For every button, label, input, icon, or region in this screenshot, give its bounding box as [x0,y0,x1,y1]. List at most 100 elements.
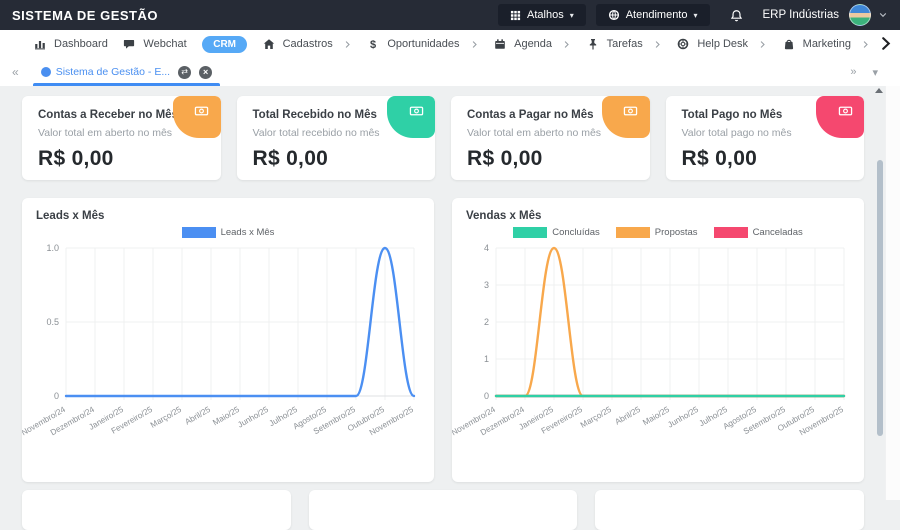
pin-icon [587,38,599,50]
kpi-card-contas-a-pagar-no-mês: Contas a Pagar no Mês Valor total em aber… [451,96,650,180]
card-stub [22,490,291,530]
legend-item-concludas[interactable]: Concluídas [513,227,600,238]
kpi-title: Total Recebido no Mês [252,109,377,121]
chart-legend: Concluídas Propostas Canceladas [466,227,850,238]
content-scrollbar-thumb[interactable] [877,160,883,436]
topbar-actions: Atalhos ▾ Atendimento ▾ ERP Indústrias [488,4,888,26]
scroll-up-arrow-icon[interactable] [875,88,883,93]
kpi-card-contas-a-receber-no-mês: Contas a Receber no Mês Valor total em ab… [22,96,221,180]
legend-label: Propostas [654,227,698,238]
kpi-subtitle: Valor total recebido no mês [252,127,380,139]
kpi-value: R$ 0,00 [252,147,329,170]
kpi-subtitle: Valor total pago no mês [681,127,792,139]
svg-text:$: $ [370,39,376,50]
kpi-badge [387,96,435,138]
svg-text:Junho/25: Junho/25 [666,405,700,430]
menu-item-label: Webchat [143,38,187,50]
chat-icon [123,38,135,50]
kpi-value: R$ 0,00 [38,147,114,170]
notifications-bell-icon[interactable] [730,9,743,22]
chevron-down-icon: ▾ [693,10,698,20]
menu-item-cadastros[interactable]: Cadastros [263,38,352,50]
chevron-right-icon [861,40,870,49]
chevron-down-icon: ▾ [569,10,574,20]
chart-title: Leads x Mês [36,210,105,222]
bottom-row [22,490,865,530]
user-name: ERP Indústrias [762,9,840,21]
tab-close-icon[interactable]: × [199,65,213,79]
svg-text:1.0: 1.0 [46,243,59,253]
legend-swatch [181,227,216,238]
page-scrollbar-track[interactable] [885,86,900,500]
chevron-right-icon [653,40,662,49]
kpi-card-total-recebido-no-mês: Total Recebido no Mês Valor total recebid… [236,96,435,180]
tabs-collapse-arrow[interactable]: « [12,65,19,79]
atalhos-label: Atalhos [527,9,564,21]
menu-item-webchat[interactable]: Webchat [123,38,187,50]
chart-plot-area: 0 0.5 1.0 Novembro/24 Dezembro/24 Janeiro/25 F… [22,240,420,462]
home-icon [263,38,275,50]
banknote-icon [622,104,639,123]
card-stub [308,490,578,530]
legend-swatch [615,227,650,238]
atendimento-label: Atendimento [625,9,688,21]
menu-item-label: Help Desk [697,38,749,50]
charts-row: Leads x Mês Leads x Mês 0 0.5 1.0 Novembro/24… [22,198,864,482]
chevron-right-icon [343,40,352,49]
menu-item-label: Cadastros [282,38,333,50]
legend-label: Concluídas [552,227,600,238]
menu-item-agenda[interactable]: Agenda [494,38,571,50]
legend-item-leads-x-ms[interactable]: Leads x Mês [181,227,275,238]
legend-swatch [713,227,748,238]
svg-text:1: 1 [484,354,489,364]
chart-title: Vendas x Mês [466,210,542,222]
kpi-subtitle: Valor total em aberto no mês [467,127,602,139]
legend-swatch [513,227,548,238]
kpi-badge [816,96,864,138]
bag-icon [783,38,795,50]
svg-text:0: 0 [54,391,59,401]
tabs-menu-caret[interactable]: ▾ [872,66,878,79]
grid-icon [510,10,521,21]
tab-sistema-de-gestao[interactable]: Sistema de Gestão - E... ⇄ × [32,58,221,86]
legend-item-propostas[interactable]: Propostas [615,227,698,238]
kpi-badge [172,96,221,138]
chart-plot-area: 0 1 2 3 4 Novembro/24 Dezembro/24 Janeiro/25 Fev… [452,240,850,462]
svg-text:Abril/25: Abril/25 [183,405,212,427]
calendar-icon [494,38,506,50]
user-avatar[interactable] [849,4,871,26]
tab-bar: « Sistema de Gestão - E... ⇄ × » ▾ [0,58,900,86]
life-ring-icon [677,38,689,50]
menu-item-crm[interactable]: CRM [202,35,248,53]
menu-overflow-chevron-right-icon[interactable] [878,36,893,51]
svg-text:2: 2 [484,317,489,327]
tabs-expand-arrow[interactable]: » [850,66,857,78]
crm-badge: CRM [202,35,248,53]
legend-item-canceladas[interactable]: Canceladas [713,227,803,238]
svg-text:4: 4 [484,243,489,253]
menu-item-tarefas[interactable]: Tarefas [587,38,662,50]
menu-item-oportunidades[interactable]: $ Oportunidades [367,38,478,50]
banknote-icon [193,104,210,123]
svg-text:0.5: 0.5 [46,317,59,327]
menu-item-marketing[interactable]: Marketing [783,38,870,50]
top-navbar: SISTEMA DE GESTÃO Atalhos ▾ Atendimento … [0,0,900,30]
menu-item-dashboard[interactable]: Dashboard [34,38,108,50]
banknote-icon [408,104,425,123]
atalhos-button[interactable]: Atalhos ▾ [498,4,586,26]
dashboard-content: Contas a Receber no Mês Valor total em ab… [0,86,886,530]
tab-bar-right: » ▾ [850,66,890,79]
chart-bar-icon [34,38,46,50]
legend-label: Leads x Mês [220,227,275,238]
svg-text:Abril/25: Abril/25 [613,405,642,427]
atendimento-button[interactable]: Atendimento ▾ [595,4,710,26]
chevron-down-icon[interactable] [878,10,888,20]
kpi-title: Contas a Receber no Mês [38,109,178,121]
chart-legend: Leads x Mês [36,227,420,238]
svg-text:Março/25: Março/25 [579,405,613,430]
menu-item-help-desk[interactable]: Help Desk [677,38,767,50]
tab-dot-icon [40,67,51,77]
chart-card-vendas-x-ms: Vendas x Mês Concluídas Propostas Cancelada… [452,198,864,482]
card-stub [595,490,865,530]
tab-refresh-icon[interactable]: ⇄ [178,65,192,79]
